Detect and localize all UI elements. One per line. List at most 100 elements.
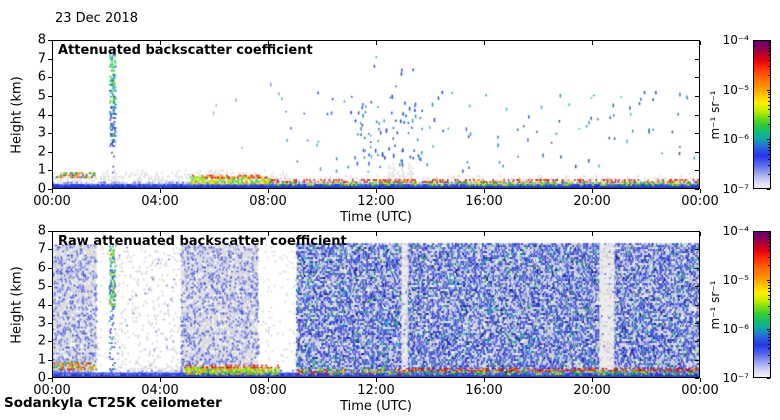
y-tick-label: 0: [37, 181, 46, 197]
x-tick-top: [160, 41, 161, 45]
colorbar-tick: [767, 231, 770, 232]
y-tick-label: 3: [37, 315, 46, 331]
colorbar-tick-label: 10⁻⁶: [722, 132, 749, 147]
colorbar-units-bottom: m⁻¹ sr⁻¹: [708, 280, 722, 329]
colorbar-minor-tick: [768, 165, 770, 167]
panel-title-attenuated: Attenuated backscatter coefficient: [58, 43, 313, 58]
colorbar-minor-tick: [768, 104, 770, 106]
colorbar-minor-tick: [768, 74, 770, 76]
x-tick-label: 00:00: [33, 194, 71, 209]
y-tick-label: 2: [37, 333, 46, 349]
y-tick-label: 4: [37, 297, 46, 312]
y-tick-label: 8: [37, 223, 46, 239]
x-tick-top: [52, 41, 53, 45]
x-tick: [268, 189, 269, 193]
colorbar-minor-tick: [768, 65, 770, 67]
colorbar-tick: [767, 280, 770, 281]
colorbar-tick: [767, 89, 770, 91]
x-tick: [52, 189, 53, 193]
x-tick: [376, 189, 377, 193]
colorbar-top: [753, 40, 771, 189]
x-tick: [160, 378, 161, 382]
colorbar-minor-tick: [768, 245, 770, 247]
x-tick-label: 16:00: [465, 383, 503, 398]
x-tick-top: [484, 232, 485, 236]
colorbar-minor-tick: [768, 144, 770, 146]
panel-attenuated-backscatter: Attenuated backscatter coefficient: [52, 40, 700, 189]
x-tick: [700, 189, 701, 193]
colorbar-tick-label: 10⁻⁶: [722, 322, 749, 336]
y-tick: [48, 267, 52, 269]
x-tick-top: [592, 232, 593, 236]
y-tick-right: [695, 267, 699, 269]
colorbar-minor-tick: [768, 348, 770, 350]
x-tick: [376, 378, 377, 382]
panel-raw-backscatter: Raw attenuated backscatter coefficient: [52, 231, 700, 378]
x-tick-top: [268, 41, 269, 45]
x-tick-label: 16:00: [465, 194, 503, 209]
x-tick: [592, 378, 593, 382]
colorbar-bottom: [753, 231, 771, 378]
x-tick-label: 20:00: [573, 194, 611, 209]
colorbar-minor-tick: [768, 282, 770, 284]
colorbar-tick-label: 10⁻⁵: [722, 82, 749, 97]
y-tick-label: 5: [37, 278, 46, 294]
y-tick-label: 8: [37, 32, 46, 48]
x-tick-label: 00:00: [681, 383, 719, 398]
colorbar-minor-tick: [768, 44, 770, 46]
x-tick-top: [700, 41, 701, 45]
colorbar-minor-tick: [768, 241, 770, 243]
y-tick: [48, 170, 52, 172]
colorbar-minor-tick: [768, 314, 770, 316]
x-axis-label-top: Time (UTC): [340, 210, 412, 225]
x-tick: [700, 378, 701, 382]
y-tick-label: 7: [37, 241, 46, 257]
y-tick-label: 1: [37, 352, 46, 368]
y-tick: [48, 95, 52, 97]
x-tick-label: 08:00: [249, 383, 287, 398]
y-axis-label-top: Height (km): [9, 75, 25, 154]
colorbar-minor-tick: [768, 336, 770, 338]
colorbar-minor-tick: [768, 256, 770, 258]
colorbar-tick: [767, 378, 770, 379]
x-tick-top: [484, 41, 485, 45]
y-tick-label: 4: [37, 107, 46, 122]
y-tick: [48, 77, 52, 79]
x-tick: [484, 378, 485, 382]
y-tick: [48, 322, 52, 324]
x-tick-top: [592, 41, 593, 45]
x-tick: [484, 189, 485, 193]
colorbar-minor-tick: [768, 94, 770, 96]
y-tick-right: [695, 249, 699, 251]
colorbar-minor-tick: [768, 174, 770, 176]
x-tick-label: 04:00: [141, 383, 179, 398]
x-tick-top: [52, 232, 53, 236]
y-tick: [48, 151, 52, 153]
y-tick: [48, 40, 52, 41]
heatmap-attenuated-backscatter: [53, 41, 699, 188]
colorbar-minor-tick: [768, 250, 770, 252]
colorbar-minor-tick: [768, 287, 770, 289]
colorbar-tick: [767, 40, 770, 41]
instrument-label: Sodankyla CT25K ceilometer: [4, 395, 222, 411]
colorbar-minor-tick: [768, 354, 770, 356]
colorbar-minor-tick: [768, 154, 770, 156]
x-tick-label: 00:00: [33, 383, 71, 398]
x-tick-top: [376, 41, 377, 45]
y-tick-right: [695, 322, 699, 324]
colorbar-tick-label: 10⁻⁷: [722, 182, 749, 196]
colorbar-minor-tick: [768, 42, 770, 44]
y-tick: [48, 249, 52, 251]
y-tick-right: [695, 231, 699, 232]
y-tick: [48, 286, 52, 288]
y-tick-right: [695, 189, 699, 190]
colorbar-tick-label: 10⁻⁴: [722, 33, 749, 47]
colorbar-tick-label: 10⁻⁷: [722, 371, 749, 385]
colorbar-minor-tick: [768, 141, 770, 143]
y-tick-right: [695, 40, 699, 41]
x-tick-top: [376, 232, 377, 236]
y-tick-right: [695, 95, 699, 97]
y-tick-label: 7: [37, 51, 46, 67]
colorbar-minor-tick: [768, 150, 770, 152]
